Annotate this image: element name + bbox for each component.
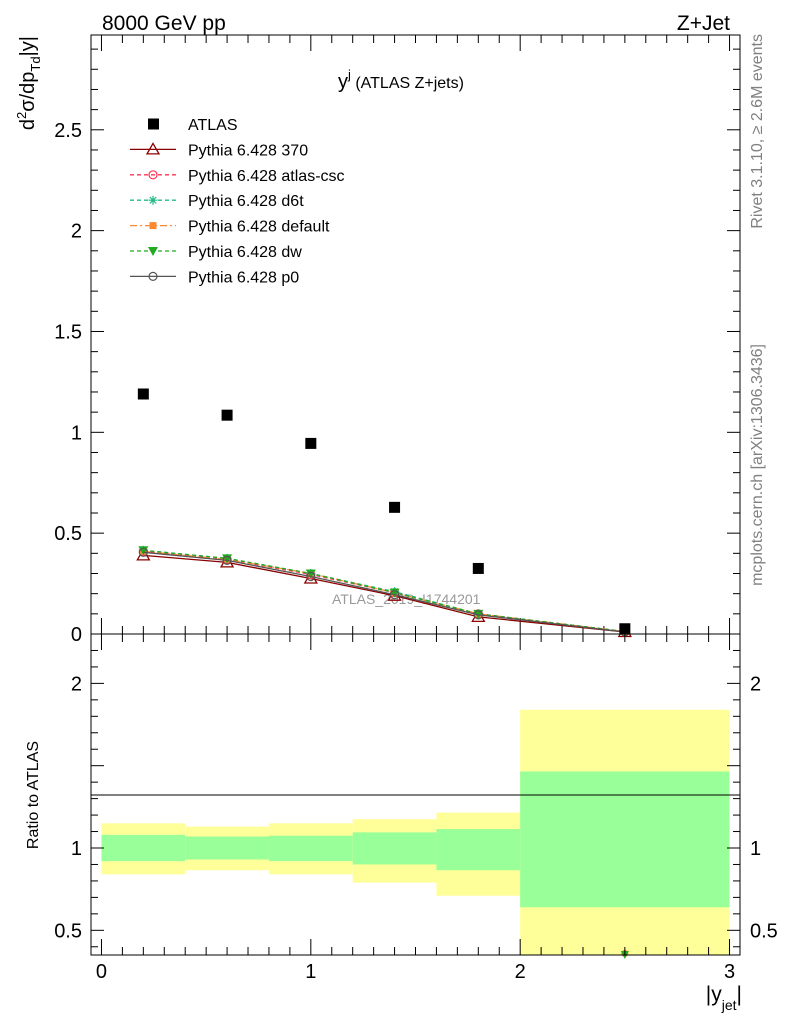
xlabel-part-b: | xyxy=(737,983,742,1006)
legend-label: Pythia 6.428 p0 xyxy=(188,269,299,286)
legend-label: Pythia 6.428 atlas-csc xyxy=(188,168,345,185)
atlas-data-point xyxy=(221,409,233,421)
y-tick-label: 1.5 xyxy=(54,321,82,343)
y-tick-label: 0.5 xyxy=(54,523,82,545)
legend: ATLAS Pythia 6.428 370 Pythia 6.428 atlas-… xyxy=(130,117,345,286)
xlabel-sub: jet xyxy=(721,997,737,1013)
title-sup: j xyxy=(347,67,351,82)
series-marker xyxy=(222,555,232,565)
legend-marker xyxy=(148,271,158,281)
title-main: y xyxy=(338,71,348,93)
title-rest: (ATLAS Z+jets) xyxy=(351,75,464,92)
series-marker xyxy=(305,569,316,579)
ratio-x-tick-label: 3 xyxy=(724,961,735,983)
atlas-data-point xyxy=(389,501,401,513)
ratio-y-tick-label-left: 1 xyxy=(71,838,82,860)
main-panel: 0.511.522.50 d2σ/dpTd|y| yj (ATLAS Z+jet… xyxy=(14,34,741,646)
ratio-x-tick-label: 2 xyxy=(515,961,526,983)
atlas-data-points xyxy=(137,388,631,635)
series-line xyxy=(143,554,625,633)
rivet-label: Rivet 3.1.10, ≥ 2.6M events xyxy=(749,34,766,229)
ratio-band-green xyxy=(436,829,521,871)
legend-label: Pythia 6.428 dw xyxy=(188,244,302,261)
y-tick-label: 2 xyxy=(71,221,82,243)
series-marker xyxy=(389,590,400,600)
y-tick-label: 2.5 xyxy=(54,120,82,142)
header-right: Z+Jet xyxy=(677,12,730,35)
series-line xyxy=(143,549,625,633)
ratio-x-tick-label: 0 xyxy=(96,961,107,983)
main-title: yj (ATLAS Z+jets) xyxy=(338,67,464,93)
y-tick-label-zero: 0 xyxy=(71,624,82,646)
legend-label-data: ATLAS xyxy=(188,117,238,134)
ylabel-part-b: σ/dp xyxy=(17,72,39,112)
legend-marker xyxy=(149,222,157,230)
legend-label: Pythia 6.428 default xyxy=(188,219,330,236)
series-marker xyxy=(306,571,316,582)
ratio-y-tick-label-left: 0.5 xyxy=(54,920,82,942)
ratio-y-tick-label-right: 0.5 xyxy=(750,920,778,942)
series-marker xyxy=(138,547,148,557)
ratio-band-green xyxy=(268,835,353,862)
ylabel-sub: Td xyxy=(28,56,43,71)
legend-marker xyxy=(148,247,158,256)
atlas-data-point xyxy=(472,562,484,574)
legend-marker xyxy=(148,170,158,180)
ratio-band-green xyxy=(101,834,186,862)
xlabel-part-a: |y xyxy=(706,983,722,1006)
atlas-data-point xyxy=(137,388,149,400)
ylabel-part-a: d xyxy=(17,119,39,130)
y-tick-label: 1 xyxy=(71,422,82,444)
ratio-x-axis-label: |yjet| xyxy=(706,983,742,1013)
ratio-axis-ticks xyxy=(91,634,740,955)
main-tick-labels: 0.5 1 1.5 2 2.5 0 xyxy=(54,120,82,646)
ratio-panel: 0.5 0.5 1 1 2 2 0 1 2 3 Ratio to ATLAS |yjet| xyxy=(25,633,778,1013)
ratio-band-green xyxy=(352,832,437,865)
ratio-tick-labels: 0.5 0.5 1 1 2 2 0 1 2 3 xyxy=(54,673,778,983)
legend-marker xyxy=(145,142,161,155)
ratio-y-tick-label-right: 1 xyxy=(750,838,761,860)
mcplots-label: mcplots.cern.ch [arXiv:1306.3436] xyxy=(749,344,766,586)
series-line xyxy=(143,551,625,633)
series-marker xyxy=(473,610,483,620)
ratio-band-green xyxy=(185,836,269,860)
legend-marker xyxy=(148,195,158,205)
header-left: 8000 GeV pp xyxy=(102,12,226,35)
ratio-y-tick-label-right: 2 xyxy=(750,673,761,695)
main-y-axis-label: d2σ/dpTd|y| xyxy=(14,36,43,130)
legend-label: Pythia 6.428 370 xyxy=(188,142,308,159)
ratio-y-axis-label: Ratio to ATLAS xyxy=(25,741,42,849)
ratio-y-tick-label-left: 2 xyxy=(71,673,82,695)
ratio-frame xyxy=(90,633,741,956)
legend-marker-data xyxy=(148,118,159,130)
ylabel-sup: 2 xyxy=(14,112,29,119)
legend-label: Pythia 6.428 d6t xyxy=(188,193,304,210)
atlas-data-point xyxy=(305,437,317,449)
ratio-x-tick-label: 1 xyxy=(305,961,316,983)
ratio-uncertainty-bands xyxy=(101,709,730,955)
ratio-band-green xyxy=(520,771,730,908)
main-axis-ticks xyxy=(91,35,740,634)
ylabel-part-c: |y| xyxy=(17,36,39,56)
atlas-data-point xyxy=(619,623,631,635)
